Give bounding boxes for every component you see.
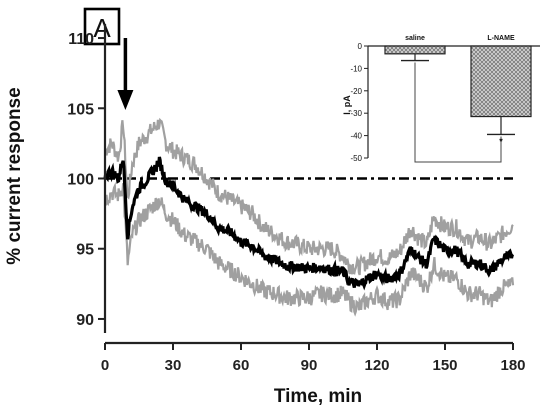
y-tick-label: 110 bbox=[68, 31, 94, 48]
x-tick-label: 120 bbox=[364, 357, 389, 374]
panel-label: A bbox=[93, 13, 111, 43]
inset-y-tick-label: 0 bbox=[358, 42, 363, 51]
sem-upper-trace bbox=[103, 117, 514, 276]
inset-category-label: saline bbox=[405, 35, 425, 42]
x-tick-label: 60 bbox=[233, 357, 250, 374]
sem-lower-trace bbox=[103, 181, 515, 317]
inset-category-label: L-NAME bbox=[487, 35, 515, 42]
drug-application-arrow bbox=[117, 38, 134, 110]
inset-y-tick-label: -50 bbox=[350, 154, 362, 163]
x-tick-label: 180 bbox=[500, 357, 525, 374]
x-axis-title: Time, min bbox=[274, 386, 362, 407]
x-tick-label: 90 bbox=[301, 357, 318, 374]
mean-trace bbox=[103, 156, 515, 291]
inset-y-tick-label: -40 bbox=[350, 132, 362, 141]
inset-y-axis-title: I, pA bbox=[342, 95, 352, 115]
main-axes: 0 30 60 90 120 150 180 90 95 100 105 110 bbox=[67, 24, 526, 374]
x-tick-label: 0 bbox=[101, 357, 109, 374]
inset-bar-saline bbox=[384, 45, 446, 55]
inset-bar-l-name bbox=[470, 45, 532, 118]
y-tick-label: 105 bbox=[67, 101, 94, 118]
inset-y-tick-label: -10 bbox=[350, 64, 362, 73]
x-tick-label: 30 bbox=[165, 357, 182, 374]
inset-y-tick-label: -30 bbox=[350, 109, 362, 118]
sem-upper-band bbox=[103, 117, 514, 276]
y-tick-label: 100 bbox=[67, 172, 94, 189]
y-axis-title: % current response bbox=[4, 87, 25, 264]
y-tick-label: 90 bbox=[76, 312, 94, 329]
y-tick-label: 95 bbox=[76, 242, 94, 259]
sem-lower-band bbox=[103, 181, 515, 317]
inset-significance-bracket bbox=[414, 62, 502, 163]
x-tick-label: 150 bbox=[432, 357, 457, 374]
mean-trace-line bbox=[103, 156, 515, 291]
inset-bar-chart: 0 -10 -20 -30 -40 -50 saline L-NAME * bbox=[350, 35, 540, 163]
inset-significance-star: * bbox=[499, 136, 503, 146]
inset-y-tick-label: -20 bbox=[350, 87, 362, 96]
arrow-head bbox=[117, 90, 134, 110]
